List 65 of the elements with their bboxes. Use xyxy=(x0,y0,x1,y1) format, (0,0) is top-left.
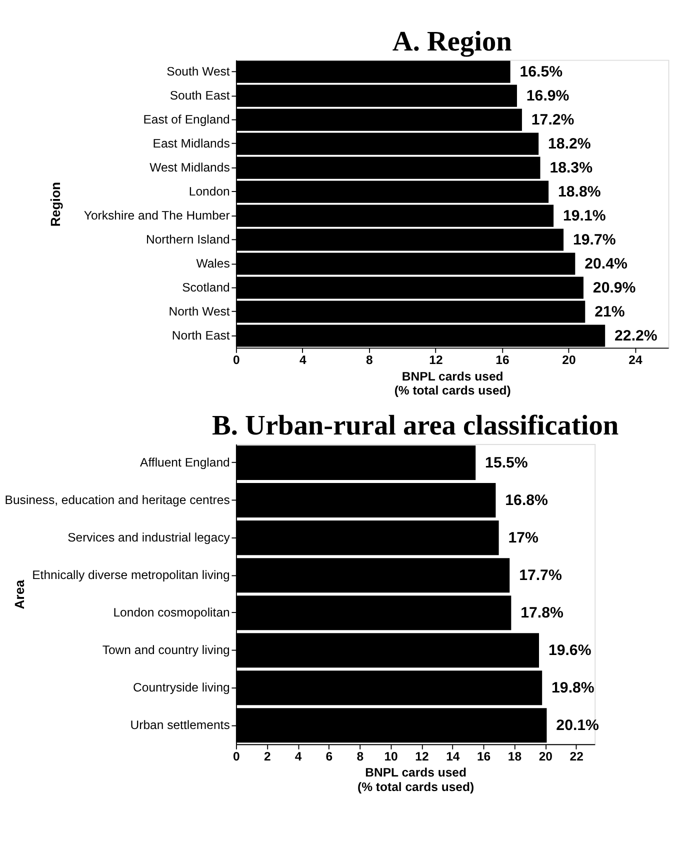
x-tick-label: 4 xyxy=(300,353,307,368)
y-tick-label: Affluent England xyxy=(140,456,230,470)
y-tick-label: Business, education and heritage centres xyxy=(4,493,230,508)
x-axis-title: BNPL cards used (% total cards used) xyxy=(394,369,511,398)
y-tick-label: Urban settlements xyxy=(130,718,230,732)
x-tick-label: 8 xyxy=(366,353,374,368)
x-tick-label: 16 xyxy=(496,353,510,368)
x-tick-label: 0 xyxy=(233,353,240,368)
data-label: 22.2% xyxy=(614,327,658,344)
x-tick-label: 12 xyxy=(429,353,443,368)
data-label: 16.8% xyxy=(505,492,549,510)
y-tick-label: Scotland xyxy=(182,280,230,295)
data-label: 16.5% xyxy=(520,64,564,81)
x-tick-label: 8 xyxy=(356,750,364,764)
data-label: 17% xyxy=(508,530,540,547)
y-tick-label: Town and country living xyxy=(102,643,230,658)
x-tick-label: 12 xyxy=(415,750,429,764)
x-tick-label: 0 xyxy=(233,750,240,764)
y-tick-label: Ethnically diverse metropolitan living xyxy=(32,568,230,582)
x-tick-label: 6 xyxy=(326,750,333,764)
y-tick-label: Yorkshire and The Humber xyxy=(84,208,230,223)
y-tick-label: South East xyxy=(170,88,230,103)
y-tick-label: East Midlands xyxy=(152,136,230,151)
data-label: 20.1% xyxy=(556,717,600,734)
y-tick-label: Northern Island xyxy=(146,232,230,247)
chart-title: A. Region xyxy=(392,26,512,58)
y-axis-title: Region xyxy=(48,182,64,227)
y-tick-label: Countryside living xyxy=(133,680,230,695)
data-label: 18.2% xyxy=(548,136,592,153)
y-tick-label: South West xyxy=(166,64,230,79)
data-label: 21% xyxy=(594,303,626,320)
chart-title: B. Urban-rural area classification xyxy=(212,410,619,442)
y-tick-label: West Midlands xyxy=(150,160,230,175)
data-label: 15.5% xyxy=(485,454,528,472)
x-tick-label: 20 xyxy=(538,750,553,764)
y-tick-label: London xyxy=(188,184,230,199)
data-label: 19.8% xyxy=(552,680,595,697)
y-tick-label: London cosmopolitan xyxy=(113,606,230,620)
data-label: 18.3% xyxy=(550,160,594,177)
data-label: 18.8% xyxy=(558,184,602,201)
x-tick-label: 4 xyxy=(294,750,302,764)
y-axis-title: Area xyxy=(12,579,28,610)
data-label: 17.2% xyxy=(531,112,575,129)
y-tick-label: North West xyxy=(168,304,230,319)
x-tick-label: 24 xyxy=(628,353,642,368)
data-label: 19.6% xyxy=(548,642,592,660)
x-tick-label: 14 xyxy=(446,750,460,764)
x-tick-label: 22 xyxy=(570,750,584,764)
y-tick-label: Services and industrial legacy xyxy=(68,530,231,545)
data-label: 17.8% xyxy=(520,604,564,622)
y-tick-label: North East xyxy=(172,328,230,343)
data-label: 17.7% xyxy=(519,567,562,584)
y-tick-label: Wales xyxy=(196,256,230,271)
data-label: 20.4% xyxy=(584,255,628,272)
data-label: 16.9% xyxy=(526,88,570,105)
x-tick-label: 20 xyxy=(562,353,576,368)
x-tick-label: 16 xyxy=(476,750,491,764)
x-axis-title: BNPL cards used (% total cards used) xyxy=(358,766,474,794)
x-tick-label: 10 xyxy=(384,750,398,764)
data-label: 19.1% xyxy=(562,208,606,224)
x-tick-label: 18 xyxy=(508,750,522,764)
y-tick-label: East of England xyxy=(143,112,230,127)
x-tick-label: 2 xyxy=(264,750,271,764)
data-label: 19.7% xyxy=(572,231,616,248)
data-label: 20.9% xyxy=(592,279,636,296)
